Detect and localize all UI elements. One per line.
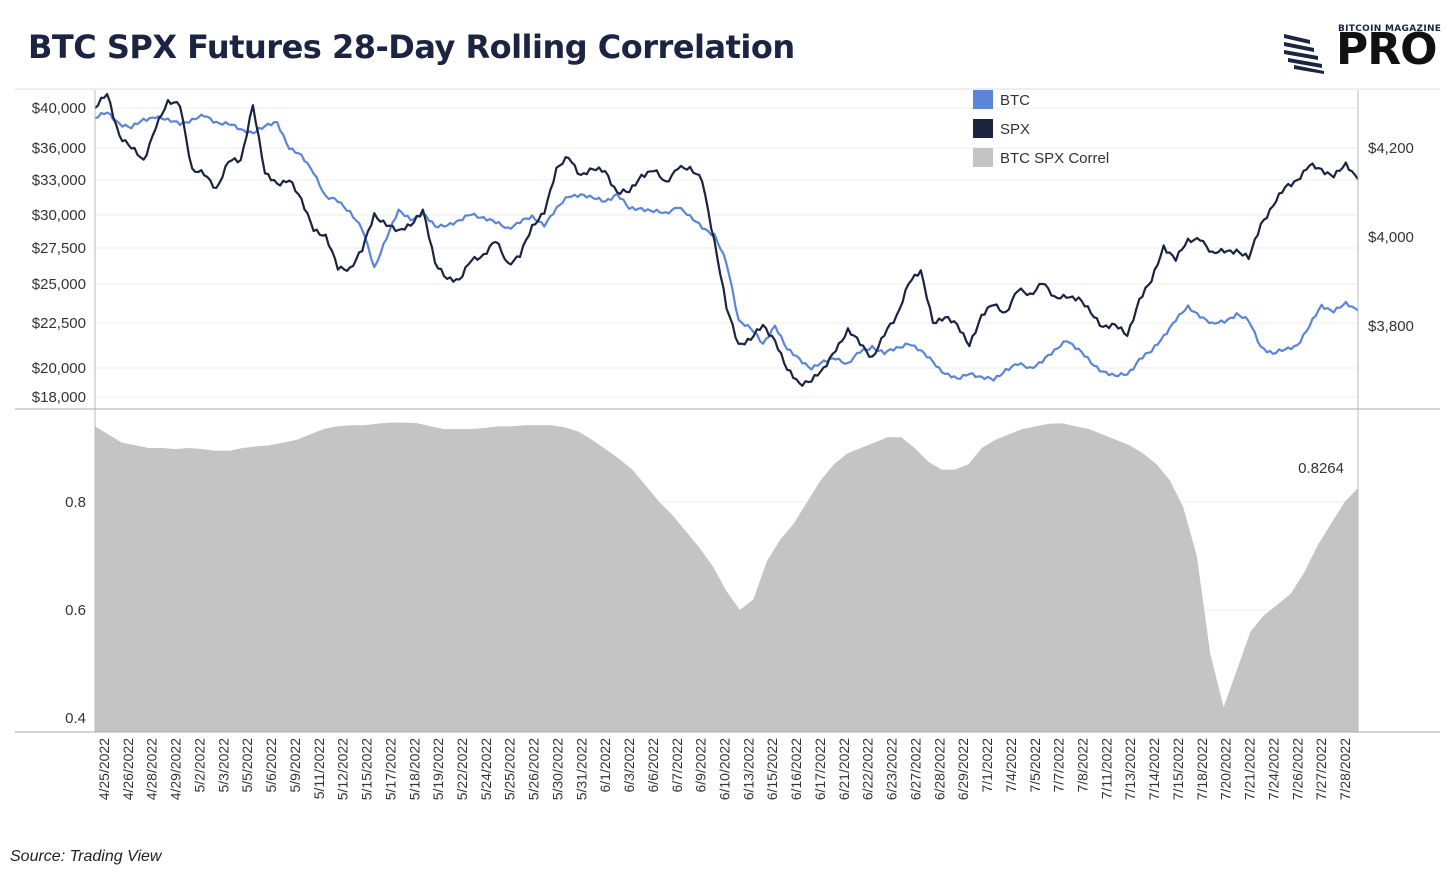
btc-line: [94, 111, 1359, 382]
y-left-tick-label: $33,000: [32, 172, 86, 189]
x-tick-label: 5/3/2022: [215, 738, 231, 793]
x-tick-label: 5/9/2022: [287, 738, 303, 793]
x-tick-label: 6/16/2022: [788, 738, 804, 800]
y-correl-tick-label: 0.8: [65, 494, 86, 511]
x-tick-label: 6/17/2022: [812, 738, 828, 800]
y-right-tick-label: $4,000: [1368, 229, 1414, 246]
x-tick-label: 6/13/2022: [740, 738, 756, 800]
x-tick-label: 7/15/2022: [1170, 738, 1186, 800]
x-tick-label: 5/24/2022: [478, 738, 494, 800]
x-tick-label: 6/9/2022: [693, 738, 709, 793]
y-left-tick-label: $36,000: [32, 140, 86, 157]
y-left-tick-label: $18,000: [32, 389, 86, 406]
legend-label: BTC: [1000, 92, 1030, 109]
x-tick-label: 6/3/2022: [621, 738, 637, 793]
y-correl-tick-label: 0.4: [65, 710, 86, 727]
x-tick-label: 5/30/2022: [549, 738, 565, 800]
y-left-tick-label: $27,500: [32, 240, 86, 257]
legend-swatch: [973, 148, 993, 167]
x-tick-label: 7/27/2022: [1313, 738, 1329, 800]
y-right-tick-label: $3,800: [1368, 318, 1414, 335]
x-tick-label: 5/5/2022: [239, 738, 255, 793]
logo-top-text: BITCOIN MAGAZINE: [1338, 24, 1442, 34]
logo-main-text: PRO: [1336, 24, 1438, 75]
x-tick-label: 7/18/2022: [1194, 738, 1210, 800]
x-tick-label: 4/26/2022: [120, 738, 136, 800]
x-tick-label: 5/2/2022: [191, 738, 207, 793]
spx-line: [94, 93, 1359, 387]
x-tick-label: 6/21/2022: [836, 738, 852, 800]
x-tick-label: 5/12/2022: [335, 738, 351, 800]
x-tick-label: 5/26/2022: [526, 738, 542, 800]
x-tick-label: 7/7/2022: [1051, 738, 1067, 793]
chart-title: BTC SPX Futures 28-Day Rolling Correlati…: [28, 28, 795, 66]
x-tick-label: 5/6/2022: [263, 738, 279, 793]
x-tick-label: 7/14/2022: [1146, 738, 1162, 800]
x-tick-label: 6/22/2022: [860, 738, 876, 800]
x-tick-label: 7/8/2022: [1074, 738, 1090, 793]
source-note: Source: Trading View: [10, 848, 162, 865]
y-left-tick-label: $20,000: [32, 360, 86, 377]
y-left-tick-label: $25,000: [32, 276, 86, 293]
legend: BTC SPX BTC SPX Correl: [973, 90, 1109, 167]
x-tick-label: 6/7/2022: [669, 738, 685, 793]
x-tick-label: 5/31/2022: [573, 738, 589, 800]
x-tick-label: 7/21/2022: [1242, 738, 1258, 800]
legend-swatch: [973, 90, 993, 109]
x-tick-label: 7/13/2022: [1122, 738, 1138, 800]
x-tick-label: 6/23/2022: [884, 738, 900, 800]
x-tick-label: 5/25/2022: [502, 738, 518, 800]
y-right-tick-label: $4,200: [1368, 140, 1414, 157]
y-left-tick-label: $30,000: [32, 207, 86, 224]
legend-swatch: [973, 119, 993, 138]
correlation-area: 0.8264: [95, 422, 1358, 732]
x-tick-label: 6/1/2022: [597, 738, 613, 793]
price-lines: [94, 93, 1359, 387]
x-tick-label: 5/19/2022: [430, 738, 446, 800]
axes: $40,000 $36,000 $33,000 $30,000 $27,500 $25,0…: [15, 88, 1440, 733]
x-tick-label: 5/22/2022: [454, 738, 470, 800]
x-tick-label: 7/5/2022: [1027, 738, 1043, 793]
logo-mark: [1284, 34, 1324, 74]
x-tick-label: 6/10/2022: [717, 738, 733, 800]
y-left-tick-label: $40,000: [32, 100, 86, 117]
correl-area-fill: [95, 422, 1358, 732]
x-tick-label: 4/25/2022: [96, 738, 112, 800]
x-tick-label: 6/29/2022: [955, 738, 971, 800]
x-tick-label: 6/15/2022: [764, 738, 780, 800]
x-tick-label: 7/11/2022: [1098, 738, 1114, 799]
x-tick-label: 7/4/2022: [1003, 738, 1019, 793]
legend-label: BTC SPX Correl: [1000, 150, 1109, 167]
y-correl-tick-label: 0.6: [65, 602, 86, 619]
correl-last-value-label: 0.8264: [1298, 460, 1344, 477]
x-tick-label: 6/28/2022: [931, 738, 947, 800]
x-tick-label: 4/29/2022: [168, 738, 184, 800]
x-tick-label: 5/15/2022: [359, 738, 375, 800]
x-tick-label: 5/11/2022: [311, 738, 327, 799]
x-axis-labels: 4/25/2022 4/26/2022 4/28/2022 4/29/2022 5/2/…: [96, 738, 1353, 801]
x-tick-label: 5/18/2022: [406, 738, 422, 800]
x-tick-label: 6/27/2022: [907, 738, 923, 800]
x-tick-label: 7/28/2022: [1337, 738, 1353, 800]
x-tick-label: 7/20/2022: [1218, 738, 1234, 800]
x-tick-label: 7/1/2022: [979, 738, 995, 793]
x-tick-label: 7/24/2022: [1265, 738, 1281, 800]
x-tick-label: 4/28/2022: [144, 738, 160, 800]
x-tick-label: 5/17/2022: [382, 738, 398, 800]
x-tick-label: 7/26/2022: [1289, 738, 1305, 800]
y-left-tick-label: $22,500: [32, 315, 86, 332]
x-tick-label: 6/6/2022: [645, 738, 661, 793]
legend-label: SPX: [1000, 121, 1030, 138]
